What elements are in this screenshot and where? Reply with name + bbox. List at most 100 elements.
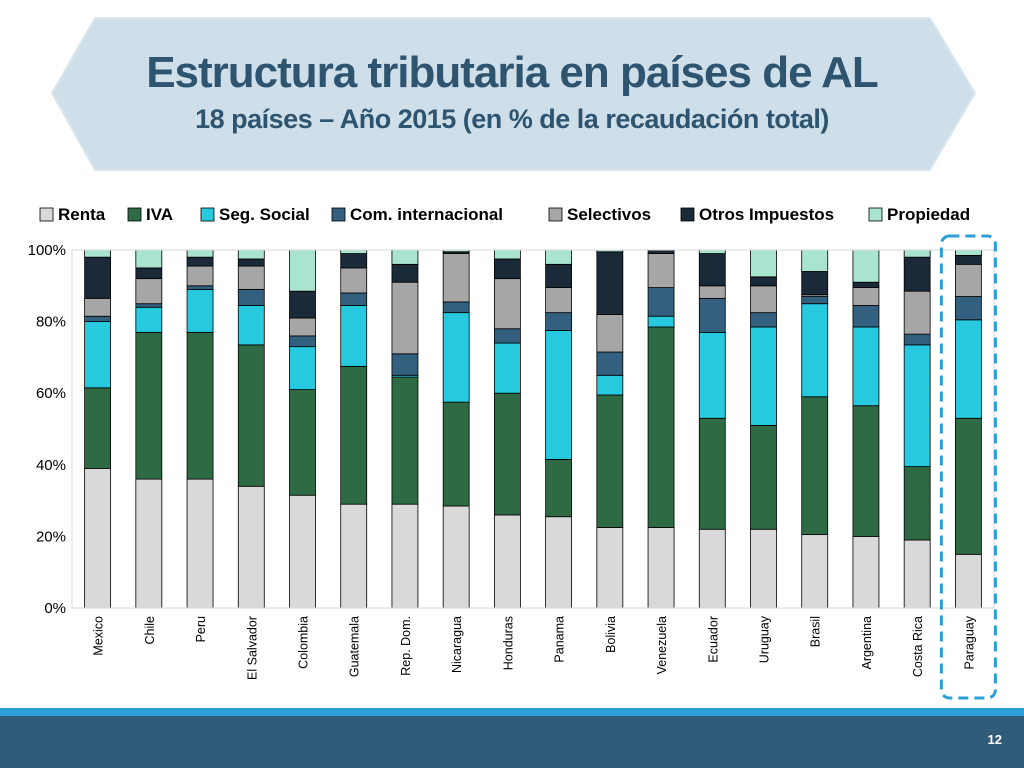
title-banner	[50, 17, 977, 171]
bar-panama-seg-social	[545, 330, 573, 460]
bar-el-salvador-com-internacional	[237, 288, 265, 306]
bar-bolivia-otros-impuestos	[596, 251, 624, 315]
footer-bar	[0, 716, 1024, 768]
bar-stack-mexico	[84, 249, 112, 609]
bar-stack-ecuador	[698, 249, 726, 609]
x-tick-label-ecuador: Ecuador	[706, 616, 720, 663]
bar-el-salvador-propiedad	[237, 249, 265, 260]
y-tick-label-3: 60%	[36, 385, 66, 402]
bar-el-salvador-selectivos	[237, 265, 265, 290]
stacked-bar-chart: Renta IVA Seg. Social Com. internacional Sel…	[28, 205, 997, 700]
bar-mexico-iva	[84, 387, 112, 469]
bar-honduras-com-internacional	[493, 328, 521, 344]
bar-paraguay-iva	[954, 417, 982, 555]
paraguay-highlight-box	[939, 234, 997, 700]
bar-stack-bolivia	[596, 249, 624, 609]
x-tick-label-colombia: Colombia	[297, 616, 311, 669]
bar-paraguay-seg-social	[954, 319, 982, 419]
bar-paraguay-propiedad	[954, 249, 982, 256]
bar-mexico-propiedad	[84, 249, 112, 258]
bar-chile-propiedad	[135, 249, 163, 269]
bar-stack-rep-dom	[391, 249, 419, 609]
bar-costa-rica-otros-impuestos	[903, 256, 931, 292]
bar-stack-nicaragua	[442, 249, 470, 609]
x-tick-label-paraguay: Paraguay	[962, 615, 976, 669]
legend-label-renta: Renta	[58, 205, 106, 224]
x-axis: Mexico Chile Peru El Salvador Colombia Guatem…	[92, 615, 977, 680]
bar-colombia-com-internacional	[289, 335, 316, 348]
legend-swatch-propiedad	[868, 207, 883, 222]
bar-costa-rica-com-internacional	[903, 333, 931, 346]
y-axis: 0% 20% 40% 60% 80% 100%	[28, 242, 66, 617]
bar-costa-rica-seg-social	[903, 344, 931, 467]
bar-stack-colombia	[289, 249, 316, 609]
bar-stack-brasil	[801, 249, 829, 609]
bar-brasil-otros-impuestos	[801, 271, 829, 296]
bar-chile-otros-impuestos	[135, 267, 163, 280]
bar-chile-seg-social	[135, 306, 163, 333]
bar-colombia-seg-social	[289, 346, 316, 391]
bar-bolivia-com-internacional	[596, 351, 624, 376]
legend-swatch-otros-impuestos	[680, 207, 695, 222]
x-tick-label-el-salvador: El Salvador	[245, 616, 259, 680]
slide-title: Estructura tributaria en países de AL	[146, 48, 879, 97]
bar-peru-propiedad	[186, 249, 214, 258]
legend-item-selectivos: Selectivos	[548, 205, 651, 224]
bar-chile-selectivos	[135, 278, 163, 305]
bar-peru-com-internacional	[186, 285, 214, 290]
bar-ecuador-seg-social	[698, 331, 726, 419]
legend-swatch-com-internacional	[331, 207, 346, 222]
bar-stack-venezuela	[647, 249, 675, 609]
bar-uruguay-renta	[750, 528, 777, 609]
bar-stack-paraguay	[954, 249, 982, 609]
bar-guatemala-propiedad	[340, 249, 368, 254]
legend-label-propiedad: Propiedad	[887, 205, 970, 224]
bar-guatemala-renta	[340, 503, 368, 609]
bar-chile-iva	[135, 331, 163, 480]
bar-nicaragua-iva	[442, 401, 470, 507]
bar-mexico-seg-social	[84, 321, 112, 389]
bar-brasil-com-internacional	[801, 296, 829, 305]
x-tick-label-chile: Chile	[143, 616, 157, 645]
legend-item-renta: Renta	[39, 205, 106, 224]
bar-paraguay-otros-impuestos	[954, 254, 982, 265]
bar-paraguay-selectivos	[954, 263, 982, 297]
legend-label-com-internacional: Com. internacional	[350, 205, 503, 224]
bar-colombia-propiedad	[289, 249, 316, 292]
footer-accent-line	[0, 708, 1024, 716]
bar-costa-rica-renta	[903, 539, 931, 609]
legend-item-propiedad: Propiedad	[868, 205, 970, 224]
bar-venezuela-seg-social	[647, 315, 675, 328]
x-tick-label-argentina: Argentina	[860, 616, 874, 670]
legend-swatch-renta	[39, 207, 54, 222]
bar-colombia-iva	[289, 389, 316, 496]
bar-brasil-propiedad	[801, 249, 829, 272]
bar-ecuador-propiedad	[698, 249, 726, 254]
legend-item-iva: IVA	[127, 205, 173, 224]
bar-argentina-selectivos	[852, 287, 880, 306]
bar-bolivia-renta	[596, 527, 624, 609]
page-number: 12	[987, 732, 1002, 747]
bar-ecuador-otros-impuestos	[698, 253, 726, 287]
bar-ecuador-renta	[698, 528, 726, 609]
bar-peru-iva	[186, 331, 214, 480]
bar-nicaragua-selectivos	[442, 253, 470, 303]
bar-guatemala-seg-social	[340, 305, 368, 367]
bar-argentina-iva	[852, 405, 880, 537]
chart-legend: Renta IVA Seg. Social Com. internacional Sel…	[39, 205, 970, 224]
bar-uruguay-com-internacional	[750, 312, 777, 328]
bar-mexico-selectivos	[84, 297, 112, 317]
bar-rep-dom-iva	[391, 376, 419, 505]
bar-peru-selectivos	[186, 265, 214, 287]
bar-honduras-propiedad	[493, 249, 521, 260]
bar-ecuador-iva	[698, 417, 726, 530]
y-tick-label-2: 40%	[36, 457, 66, 474]
bar-nicaragua-com-internacional	[442, 301, 470, 314]
bar-panama-otros-impuestos	[545, 263, 573, 288]
legend-item-com-internacional: Com. internacional	[331, 205, 503, 224]
bar-chile-renta	[135, 478, 163, 609]
bar-stack-honduras	[493, 249, 521, 609]
bar-peru-otros-impuestos	[186, 256, 214, 267]
bar-honduras-seg-social	[493, 342, 521, 394]
x-tick-label-rep-dom: Rep. Dom.	[399, 616, 413, 676]
